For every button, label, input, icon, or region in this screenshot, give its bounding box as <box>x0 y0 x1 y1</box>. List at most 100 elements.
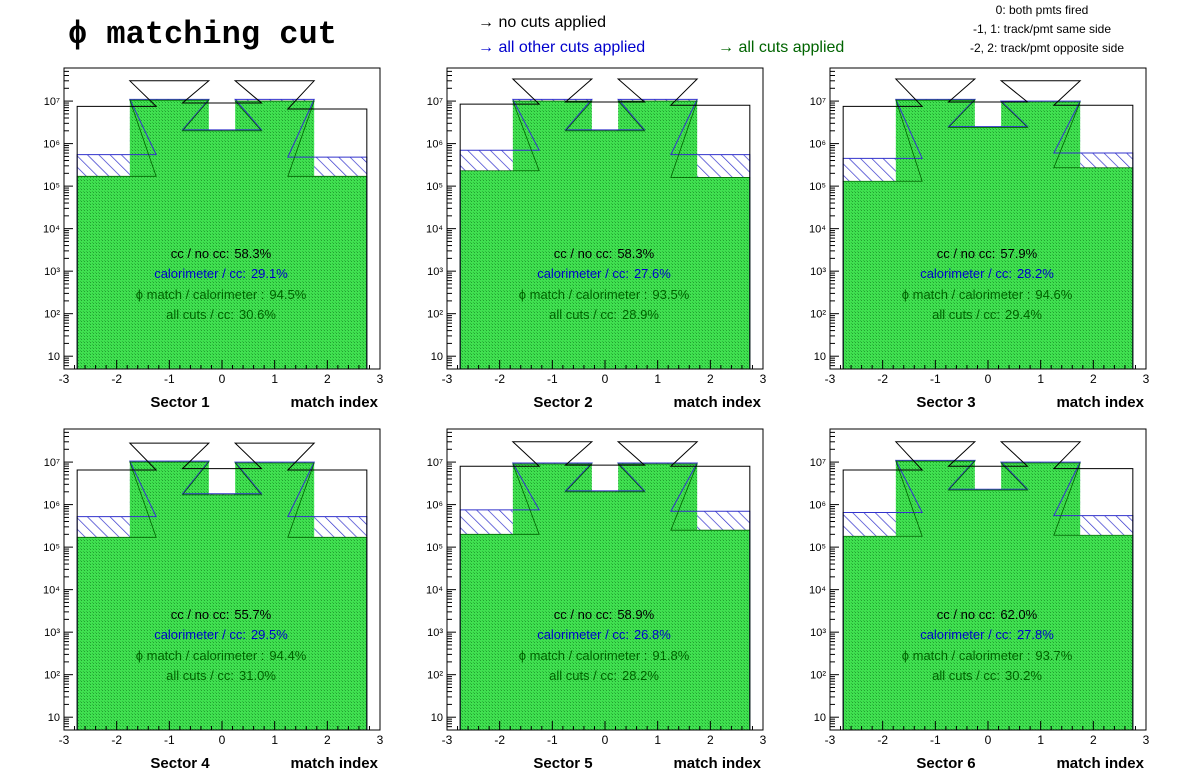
stat-label: calorimeter / cc: <box>537 266 629 281</box>
stat-all-cuts: all cuts / cc: 31.0% <box>166 668 276 683</box>
y-tick-label: 10 <box>814 351 826 363</box>
y-tick-label: 10⁷ <box>44 96 60 108</box>
outline-all-cuts <box>76 99 368 369</box>
stat-all-cuts: all cuts / cc: 29.4% <box>932 307 1042 322</box>
y-tick-label: 10² <box>427 670 443 682</box>
legend-no-cuts: → no cuts applied <box>478 14 607 31</box>
bar-all-cuts <box>1053 167 1133 369</box>
x-tick-label: -3 <box>59 733 70 747</box>
x-axis-label: match index <box>290 394 378 411</box>
x-tick-label: 2 <box>707 733 714 747</box>
sector-6-chart: -3 -2 -1 0 1 2 3 10 10² 10³ 10⁴ 10⁵ 10⁶ 10⁷ Sector 6 ma… <box>809 428 1150 772</box>
y-tick-label: 10³ <box>810 627 826 639</box>
stat-cc: cc / no cc: 55.7% <box>171 607 272 622</box>
x-tick-label: 3 <box>377 372 384 386</box>
x-tick-label: -3 <box>825 733 836 747</box>
x-tick-label: -3 <box>59 372 70 386</box>
stat-value: 27.8% <box>1017 627 1054 642</box>
x-tick-label: -2 <box>111 733 122 747</box>
x-tick-label: 2 <box>324 372 331 386</box>
stat-value: 27.6% <box>634 266 671 281</box>
x-tick-label: 0 <box>985 372 992 386</box>
stat-label: cc / no cc: <box>171 607 230 622</box>
outline-all-cuts <box>459 463 751 730</box>
stat-value: 58.3% <box>617 246 654 261</box>
stat-label: cc / no cc: <box>937 246 996 261</box>
outline-other-cuts <box>842 459 1134 730</box>
y-tick-label: 10⁶ <box>426 500 443 512</box>
y-tick-label: 10² <box>427 309 443 321</box>
y-tick-label: 10⁵ <box>426 542 443 554</box>
stat-label: ϕ match / calorimeter : <box>902 287 1031 302</box>
x-tick-label: 0 <box>602 733 609 747</box>
x-tick-label: -1 <box>930 733 941 747</box>
outline-other-cuts <box>459 462 751 730</box>
y-tick-label: 10² <box>810 670 826 682</box>
stat-label: cc / no cc: <box>554 607 613 622</box>
stat-value: 30.6% <box>239 307 276 322</box>
y-tick-label: 10³ <box>810 266 826 278</box>
stat-all-cuts: all cuts / cc: 30.2% <box>932 668 1042 683</box>
stat-label: calorimeter / cc: <box>154 266 246 281</box>
outline-other-cuts <box>76 98 368 369</box>
outline-no-cuts <box>842 78 1134 369</box>
sector-label: Sector 6 <box>916 755 975 772</box>
x-tick-label: 1 <box>654 733 661 747</box>
y-tick-label: 10² <box>44 670 60 682</box>
y-tick-label: 10⁵ <box>426 181 443 193</box>
x-tick-label: 3 <box>1143 733 1150 747</box>
outline-all-cuts <box>842 99 1134 369</box>
stat-value: 62.0% <box>1000 607 1037 622</box>
x-tick-label: -3 <box>825 372 836 386</box>
stat-value: 58.9% <box>617 607 654 622</box>
stat-value: 91.8% <box>652 648 689 663</box>
legend-all-cuts: → all cuts applied <box>718 39 845 56</box>
y-tick-label: 10⁶ <box>43 139 60 151</box>
stat-calorimeter: calorimeter / cc: 29.1% <box>154 266 288 281</box>
stat-label: ϕ match / calorimeter : <box>136 648 265 663</box>
y-tick-label: 10⁴ <box>426 585 443 597</box>
x-tick-label: -3 <box>442 372 453 386</box>
stat-value: 31.0% <box>239 668 276 683</box>
x-tick-label: 0 <box>985 733 992 747</box>
stat-label: calorimeter / cc: <box>537 627 629 642</box>
stat-cc: cc / no cc: 62.0% <box>937 607 1038 622</box>
stat-value: 57.9% <box>1000 246 1037 261</box>
x-tick-label: -1 <box>547 372 558 386</box>
stat-cc: cc / no cc: 58.9% <box>554 607 655 622</box>
stat-phi-match: ϕ match / calorimeter : 93.5% <box>519 287 690 302</box>
y-tick-label: 10⁴ <box>426 224 443 236</box>
stat-all-cuts: all cuts / cc: 28.9% <box>549 307 659 322</box>
sector-4-chart: -3 -2 -1 0 1 2 3 10 10² 10³ 10⁴ 10⁵ 10⁶ 10⁷ Sector 4 ma… <box>43 428 384 772</box>
y-tick-label: 10³ <box>427 627 443 639</box>
stat-label: ϕ match / calorimeter : <box>519 287 648 302</box>
y-tick-label: 10² <box>810 309 826 321</box>
y-tick-label: 10 <box>431 351 443 363</box>
stat-all-cuts: all cuts / cc: 28.2% <box>549 668 659 683</box>
stat-value: 26.8% <box>634 627 671 642</box>
stat-label: ϕ match / calorimeter : <box>519 648 648 663</box>
page-title: ϕ matching cut <box>68 16 337 53</box>
sector-5-chart: -3 -2 -1 0 1 2 3 10 10² 10³ 10⁴ 10⁵ 10⁶ 10⁷ Sector 5 ma… <box>426 428 767 772</box>
bar-all-cuts <box>287 537 367 730</box>
stat-phi-match: ϕ match / calorimeter : 94.4% <box>136 648 307 663</box>
stat-cc: cc / no cc: 57.9% <box>937 246 1038 261</box>
sector-label: Sector 4 <box>150 755 210 772</box>
y-tick-label: 10⁵ <box>809 542 826 554</box>
stat-phi-match: ϕ match / calorimeter : 94.5% <box>136 287 307 302</box>
outline-all-cuts <box>459 100 751 369</box>
x-tick-label: -2 <box>877 372 888 386</box>
x-tick-label: 2 <box>1090 733 1097 747</box>
stat-value: 94.6% <box>1035 287 1072 302</box>
stat-calorimeter: calorimeter / cc: 26.8% <box>537 627 671 642</box>
x-tick-label: 1 <box>1037 733 1044 747</box>
outline-no-cuts <box>459 441 751 730</box>
y-tick-label: 10⁶ <box>426 139 443 151</box>
x-tick-label: 1 <box>271 372 278 386</box>
stat-label: all cuts / cc: <box>549 668 617 683</box>
stat-calorimeter: calorimeter / cc: 29.5% <box>154 627 288 642</box>
y-tick-label: 10⁷ <box>44 457 60 469</box>
x-axis-label: match index <box>673 755 761 772</box>
stat-value: 94.5% <box>269 287 306 302</box>
y-tick-label: 10⁶ <box>43 500 60 512</box>
